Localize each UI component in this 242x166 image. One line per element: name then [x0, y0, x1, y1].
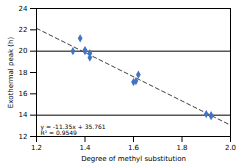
svg-text:y = -11.35x + 35.761R² = 0.954: y = -11.35x + 35.761R² = 0.9549 — [41, 123, 106, 136]
svg-text:Degree of methyl substitution: Degree of methyl substitution — [81, 155, 186, 163]
svg-text:2.0: 2.0 — [225, 144, 236, 152]
svg-text:20: 20 — [19, 47, 28, 55]
svg-text:16: 16 — [19, 90, 28, 98]
svg-text:14: 14 — [19, 111, 28, 119]
svg-text:24: 24 — [19, 5, 28, 13]
svg-text:22: 22 — [19, 26, 28, 34]
svg-text:1.6: 1.6 — [128, 144, 140, 152]
svg-text:12: 12 — [19, 133, 28, 141]
svg-text:18: 18 — [19, 69, 28, 77]
svg-text:1.4: 1.4 — [79, 144, 91, 152]
svg-text:1.8: 1.8 — [176, 144, 187, 152]
svg-text:1.2: 1.2 — [31, 144, 42, 152]
svg-text:Exothermal peak (h): Exothermal peak (h) — [7, 37, 15, 109]
